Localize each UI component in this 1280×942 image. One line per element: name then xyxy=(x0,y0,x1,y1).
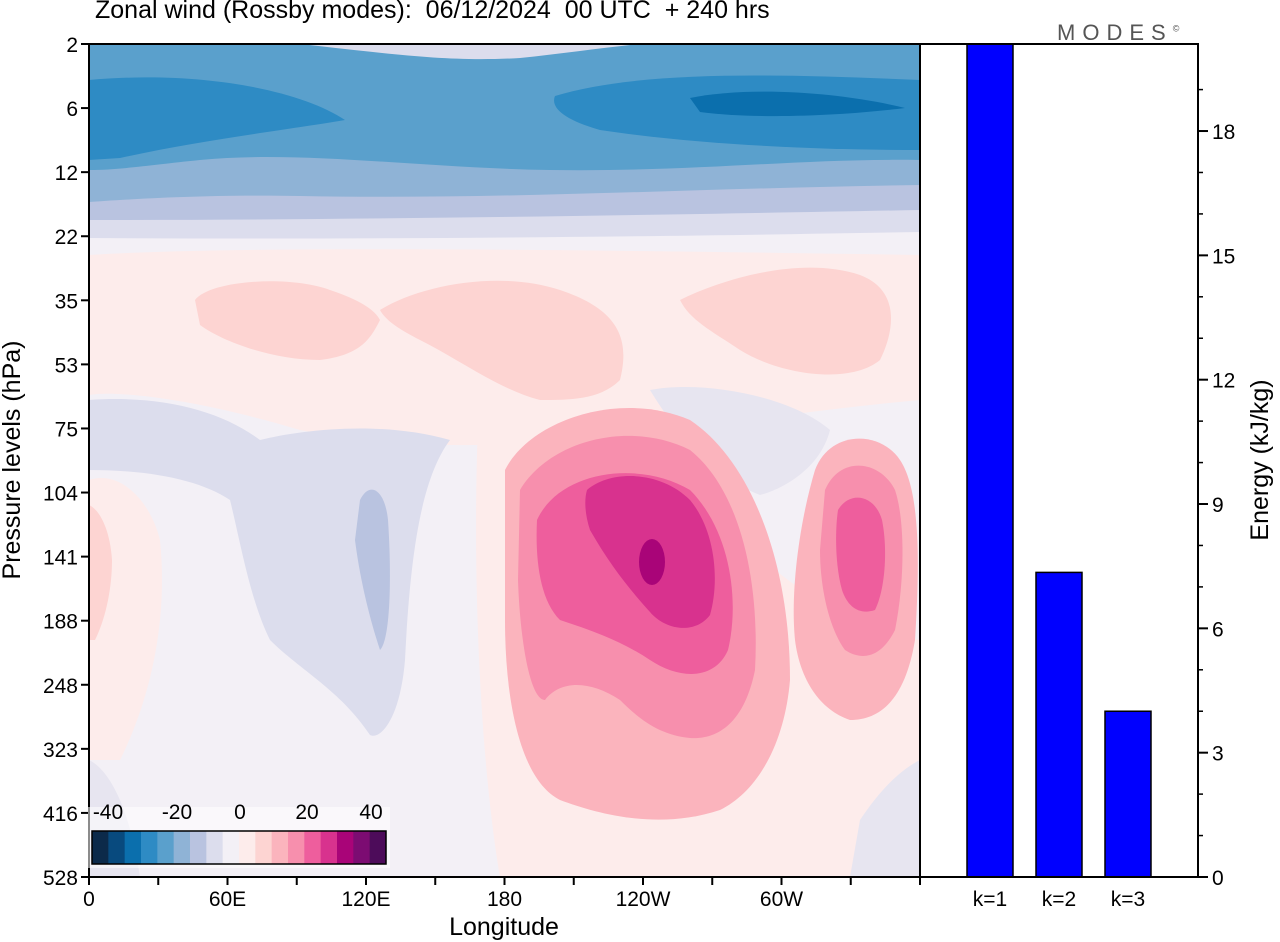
x-tick-label: 60W xyxy=(760,888,803,911)
y-axis-label: Pressure levels (hPa) xyxy=(0,341,26,580)
bar-category-label: k=1 xyxy=(973,888,1007,911)
colorbar-swatch xyxy=(337,831,354,864)
modes-logo: MODES© xyxy=(1057,20,1179,46)
energy-axis-label: Energy (kJ/kg) xyxy=(1246,379,1274,540)
energy-bar xyxy=(1104,710,1152,878)
x-axis-label: Longitude xyxy=(449,913,559,941)
contour-fields xyxy=(89,44,920,877)
colorbar-tick-label: 20 xyxy=(295,801,318,824)
colorbar-swatch xyxy=(141,831,158,864)
x-tick-label: 60E xyxy=(209,888,246,911)
y-tick-label: 416 xyxy=(43,803,78,826)
colorbar-tick-label: 40 xyxy=(359,801,382,824)
energy-bar-chart: 0 3 6 9 12 15 18 k=1 k=2 k=3 Energy (kJ/kg) xyxy=(919,43,1274,911)
contour-pink-upper-right xyxy=(680,267,892,375)
energy-tick-label: 6 xyxy=(1212,618,1224,641)
y-tick-label: 141 xyxy=(43,547,78,570)
x-tick-label: 180 xyxy=(487,888,522,911)
colorbar-swatch xyxy=(108,831,126,864)
contour-plot: 2 6 12 22 35 53 75 104 141 188 248 323 416 528 0 60E 12… xyxy=(0,34,921,941)
bar-category-label: k=3 xyxy=(1111,888,1145,911)
colorbar: -40 -20 0 20 40 xyxy=(88,801,390,868)
y-tick-label: 75 xyxy=(55,418,78,441)
y-tick-label: 12 xyxy=(55,162,78,185)
energy-tick-label: 3 xyxy=(1212,743,1224,766)
colorbar-swatch xyxy=(206,831,224,864)
x-tick-label: 120W xyxy=(616,888,671,911)
colorbar-tick-label: -40 xyxy=(93,801,123,824)
contour-pink-upper-mid xyxy=(380,280,624,400)
energy-bar xyxy=(1035,571,1083,878)
contour-blue-patch xyxy=(355,489,390,650)
colorbar-swatch xyxy=(369,831,387,864)
energy-tick-label: 15 xyxy=(1212,245,1235,268)
contour-pink-upper-left xyxy=(195,281,380,360)
x-tick-label: 0 xyxy=(83,888,95,911)
energy-bar xyxy=(966,43,1014,878)
bar-category-label: k=2 xyxy=(1042,888,1076,911)
colorbar-swatch xyxy=(288,831,305,864)
contour-jet-main-core xyxy=(639,539,665,585)
x-tick-label: 120E xyxy=(341,888,390,911)
y-tick-label: 22 xyxy=(55,226,78,249)
colorbar-frame xyxy=(91,830,387,865)
colorbar-swatch xyxy=(92,831,109,864)
colorbar-swatch xyxy=(271,831,289,864)
contour-jet-secondary-3 xyxy=(836,497,886,612)
colorbar-tick-label: 0 xyxy=(234,801,246,824)
y-tick-label: 323 xyxy=(43,739,78,762)
y-tick-label: 248 xyxy=(43,675,78,698)
energy-tick-label: 9 xyxy=(1212,494,1224,517)
y-tick-label: 188 xyxy=(43,611,78,634)
energy-tick-label: 12 xyxy=(1212,370,1235,393)
colorbar-swatch xyxy=(222,831,240,864)
colorbar-swatch xyxy=(239,831,256,864)
y-tick-label: 104 xyxy=(43,483,78,506)
contour-strat-5 xyxy=(89,77,345,160)
contour-band-cool-right xyxy=(850,760,920,877)
energy-tick-label: 18 xyxy=(1212,121,1235,144)
energy-tick-label: 0 xyxy=(1212,867,1224,890)
colorbar-swatch xyxy=(157,831,175,864)
colorbar-swatch xyxy=(320,831,338,864)
colorbar-tick-label: -20 xyxy=(162,801,192,824)
y-tick-label: 35 xyxy=(55,290,78,313)
colorbar-swatch xyxy=(353,831,371,864)
energy-axis-ticks: 0 3 6 9 12 15 18 xyxy=(1198,88,1235,890)
contour-strat-7 xyxy=(690,91,905,117)
bar-category-labels: k=1 k=2 k=3 xyxy=(973,888,1145,911)
y-tick-label: 6 xyxy=(66,98,78,121)
y-tick-label: 528 xyxy=(43,867,78,890)
contour-strat-cap xyxy=(300,44,640,60)
bar-chart-frame xyxy=(919,43,1199,878)
y-axis-ticks: 2 6 12 22 35 53 75 104 141 188 248 323 416 528 xyxy=(43,34,89,890)
colorbar-swatch xyxy=(190,831,207,864)
y-tick-label: 2 xyxy=(66,34,78,57)
contour-band-cool-center xyxy=(650,386,830,495)
x-axis-ticks: 0 60E 120E 180 120W 60W xyxy=(83,877,921,911)
colorbar-swatch xyxy=(124,831,142,864)
logo-text: MODES xyxy=(1057,20,1173,45)
page-title: Zonal wind (Rossby modes): 06/12/2024 00… xyxy=(95,0,770,24)
y-tick-label: 53 xyxy=(55,354,78,377)
contour-band-cool-left xyxy=(89,399,450,736)
logo-mark: © xyxy=(1172,23,1180,34)
colorbar-swatch xyxy=(255,831,273,864)
colorbar-swatch xyxy=(173,831,191,864)
contour-pink-left-edge xyxy=(89,505,112,640)
colorbar-swatch xyxy=(304,831,322,864)
